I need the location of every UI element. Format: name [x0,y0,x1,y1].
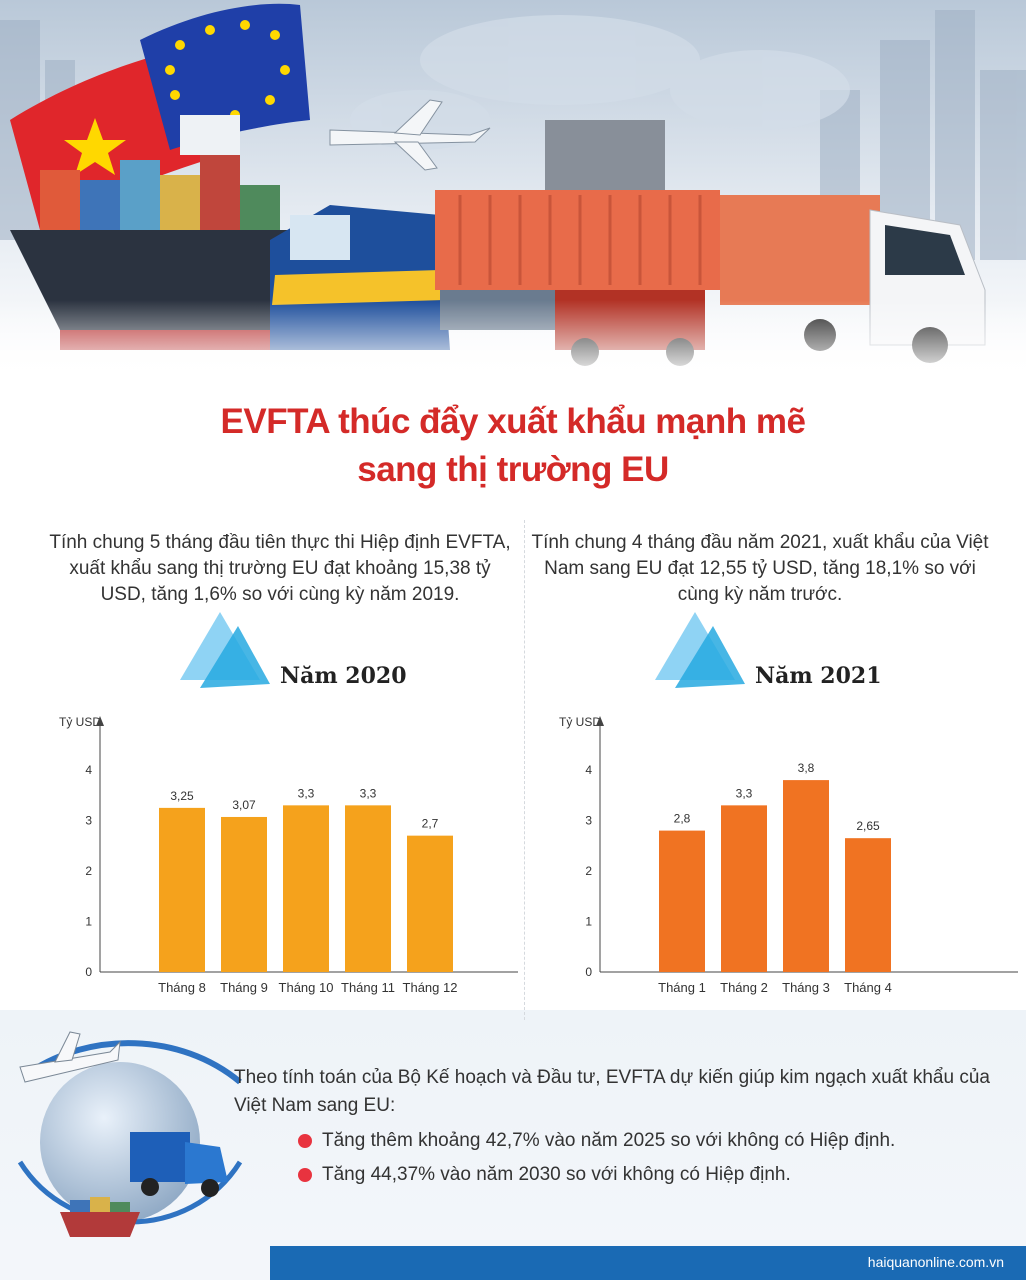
y-tick-label: 0 [85,965,92,979]
y-tick-label: 1 [585,915,592,929]
y-axis-label: Tỷ USD [59,715,101,729]
truck [720,195,986,363]
y-tick-label: 1 [85,915,92,929]
y-tick-label: 2 [585,864,592,878]
bar-value-label: 3,3 [736,786,753,800]
bar [221,816,267,972]
y-tick-label: 3 [585,814,592,828]
intro-2020: Tính chung 5 tháng đầu tiên thực thi Hiệ… [49,532,511,605]
year-label-2021: Năm 2021 [755,663,882,689]
source-credit: haiquanonline.com.vn [867,1254,1004,1270]
x-tick-label: Tháng 2 [720,980,768,995]
truck-icon [130,1132,228,1197]
y-tick-label: 2 [85,864,92,878]
forecast-item: Tăng 44,37% vào năm 2030 so với không có… [298,1162,994,1188]
x-tick-label: Tháng 10 [279,980,334,995]
x-tick-label: Tháng 8 [158,980,206,995]
forecast-item-text: Tăng thêm khoảng 42,7% vào năm 2025 so v… [322,1130,896,1151]
footer-bar: haiquanonline.com.vn [270,1246,1026,1280]
page-title: EVFTA thúc đẩy xuất khẩu mạnh mẽ sang th… [0,398,1026,494]
bar [283,805,329,972]
x-tick-label: Tháng 12 [403,980,458,995]
bar-value-label: 2,8 [674,812,691,826]
forecast-item: Tăng thêm khoảng 42,7% vào năm 2025 so v… [298,1128,994,1154]
bar-value-label: 2,65 [856,819,880,833]
eu-flag [140,3,310,150]
bar [659,830,705,972]
bar-chart-2020: Tỷ USD 0 1 2 3 4 3,25 Tháng 8 3,07 Tháng 9 3,3 Thán… [59,715,518,995]
logistics-globe-illustration [17,1031,243,1237]
title-line-1: EVFTA thúc đẩy xuất khẩu mạnh mẽ [220,402,806,441]
airplane-icon [329,99,491,171]
y-axis-arrow [96,716,104,726]
bar-value-label: 3,3 [360,786,377,800]
y-tick-label: 3 [85,814,92,828]
bar [159,807,205,972]
title-line-2: sang thị trường EU [357,450,669,489]
hero-illustration [0,0,1026,380]
bar [783,780,829,972]
y-axis-arrow [596,716,604,726]
bar [721,805,767,972]
column-divider [524,520,525,1020]
airplane-icon [19,1031,121,1083]
bar-value-label: 2,7 [422,817,439,831]
bar [345,805,391,972]
bar-value-label: 3,8 [798,761,815,775]
y-tick-label: 0 [585,965,592,979]
bar-value-label: 3,3 [298,786,315,800]
bullet-icon [298,1134,312,1148]
city-skyline [0,10,1026,260]
x-tick-label: Tháng 4 [844,980,892,995]
triangle-icon [180,612,270,688]
x-tick-label: Tháng 11 [341,980,395,995]
y-tick-label: 4 [585,763,592,777]
x-tick-label: Tháng 3 [782,980,830,995]
x-tick-label: Tháng 1 [658,980,706,995]
forecast-item-text: Tăng 44,37% vào năm 2030 so với không có… [322,1164,791,1185]
bar-chart-2021: Tỷ USD 0 1 2 3 4 2,8 Tháng 1 3,3 Tháng 2 3,8 Tháng … [559,715,1018,995]
intro-2021: Tính chung 4 tháng đầu năm 2021, xuất kh… [531,532,989,605]
year-label-2020: Năm 2020 [280,663,407,689]
bullet-icon [298,1168,312,1182]
y-tick-label: 4 [85,763,92,777]
bar [407,835,453,972]
bar [845,838,891,972]
bar-value-label: 3,07 [232,798,256,812]
y-axis-label: Tỷ USD [559,715,601,729]
forecast-intro: Theo tính toán của Bộ Kế hoạch và Đầu tư… [234,1067,990,1116]
x-tick-label: Tháng 9 [220,980,268,995]
ship-icon [60,1197,140,1237]
forecast-list: Tăng thêm khoảng 42,7% vào năm 2025 so v… [234,1128,994,1188]
triangle-icon [655,612,745,688]
bar-value-label: 3,25 [170,789,194,803]
forecast-section: Theo tính toán của Bộ Kế hoạch và Đầu tư… [234,1064,994,1196]
